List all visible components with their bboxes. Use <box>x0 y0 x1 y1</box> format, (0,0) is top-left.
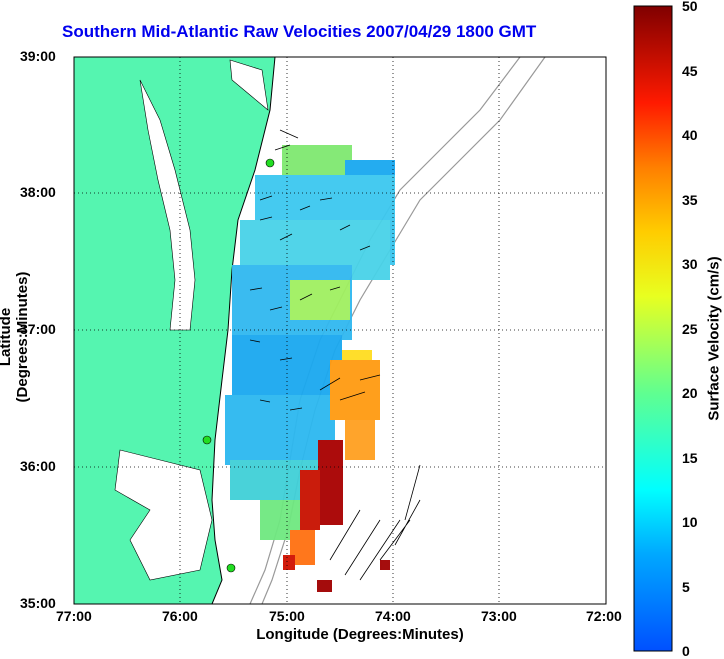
colorbar-tick: 40 <box>682 127 698 143</box>
y-tick-label: 38:00 <box>20 184 56 200</box>
y-tick-label: 36:00 <box>20 458 56 474</box>
velocity-arrows <box>249 129 421 581</box>
x-tick-label: 72:00 <box>586 608 622 624</box>
y-tick-label: 37:00 <box>20 321 56 337</box>
station-marker <box>265 158 275 168</box>
plot-frame <box>73 56 607 605</box>
colorbar-tick: 45 <box>682 63 698 79</box>
pamlico-sound <box>114 449 213 581</box>
station-marker <box>226 563 236 573</box>
colorbar-tick: 35 <box>682 192 698 208</box>
colorbar-tick: 15 <box>682 450 698 466</box>
colorbar <box>633 5 673 652</box>
colorbar-tick: 5 <box>682 579 690 595</box>
y-tick-label: 35:00 <box>20 595 56 611</box>
y-axis-label: Latitude (Degrees:Minutes) <box>0 271 31 403</box>
x-tick-label: 75:00 <box>269 608 305 624</box>
coastline <box>211 57 276 604</box>
colorbar-tick: 25 <box>682 321 698 337</box>
x-tick-label: 74:00 <box>375 608 411 624</box>
grid-lines <box>74 57 606 604</box>
velocity-field <box>225 145 395 592</box>
colorbar-tick: 10 <box>682 514 698 530</box>
x-tick-label: 73:00 <box>481 608 517 624</box>
colorbar-tick: 30 <box>682 256 698 272</box>
colorbar-tick: 0 <box>682 643 690 659</box>
colorbar-label: Surface Velocity (cm/s) <box>705 256 723 421</box>
station-marker <box>202 435 212 445</box>
x-axis-label: Longitude (Degrees:Minutes) <box>256 626 464 643</box>
delaware-bay <box>229 59 269 111</box>
map-title: Southern Mid-Atlantic Raw Velocities 200… <box>62 22 537 41</box>
y-tick-label: 39:00 <box>20 48 56 64</box>
colorbar-tick: 20 <box>682 385 698 401</box>
colorbar-tick: 50 <box>682 0 698 14</box>
x-tick-label: 77:00 <box>56 608 92 624</box>
x-tick-label: 76:00 <box>162 608 198 624</box>
